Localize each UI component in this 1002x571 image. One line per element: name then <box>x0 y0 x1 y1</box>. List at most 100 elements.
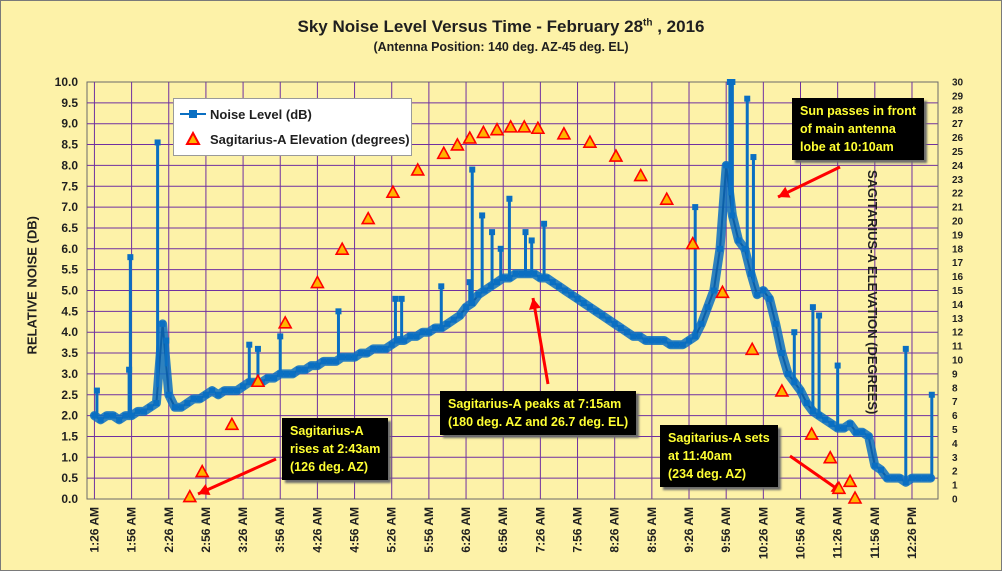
y-tick-label: 6.0 <box>61 242 78 256</box>
annotation-sun: Sun passes in front of main antenna lobe… <box>792 98 924 160</box>
noise-spike-point <box>522 229 529 236</box>
noise-point <box>822 416 829 423</box>
y2-tick-label: 22 <box>952 189 964 200</box>
noise-point <box>531 270 538 277</box>
noise-point <box>704 304 711 311</box>
noise-spike-point <box>750 154 757 161</box>
y2-tick-label: 23 <box>952 175 964 186</box>
noise-point <box>624 329 631 336</box>
elevation-point <box>715 284 730 299</box>
noise-point <box>184 400 191 407</box>
legend-item-noise: Noise Level (dB) <box>174 104 411 124</box>
noise-point <box>803 400 810 407</box>
noise-point <box>91 412 98 419</box>
noise-point <box>741 245 748 252</box>
noise-point <box>302 366 309 373</box>
noise-point <box>766 295 773 302</box>
noise-point <box>475 291 482 298</box>
y-tick-label: 5.0 <box>61 284 78 298</box>
noise-point <box>326 358 333 365</box>
x-tick-label: 4:56 AM <box>348 507 362 553</box>
noise-point <box>915 475 922 482</box>
elevation-point <box>822 450 838 464</box>
noise-point <box>772 320 779 327</box>
noise-point <box>103 412 110 419</box>
noise-spike-point <box>254 345 261 352</box>
elevation-point <box>462 130 478 144</box>
noise-point <box>271 375 278 382</box>
chart-subtitle: (Antenna Position: 140 deg. AZ-45 deg. E… <box>373 40 629 54</box>
noise-point <box>97 416 104 423</box>
annotation-arrowhead <box>778 186 791 198</box>
x-tick: 8:56 AM <box>645 507 659 553</box>
noise-point <box>586 304 593 311</box>
noise-point <box>419 329 426 336</box>
noise-point <box>524 270 531 277</box>
y2-tick-label: 20 <box>952 217 964 228</box>
annotation-arrowhead <box>528 298 541 310</box>
legend-swatch-elevation <box>185 130 201 145</box>
y-axis-title: RELATIVE NOISE (DB) <box>24 216 40 355</box>
noise-point <box>661 337 668 344</box>
noise-point <box>264 375 271 382</box>
noise-point <box>209 387 216 394</box>
noise-point <box>456 312 463 319</box>
noise-point <box>859 429 866 436</box>
noise-point <box>196 395 203 402</box>
noise-point <box>865 433 872 440</box>
noise-spike-point <box>93 387 100 394</box>
elevation-point <box>804 426 819 440</box>
noise-point <box>543 274 550 281</box>
y-tick-label: 5.5 <box>61 263 78 277</box>
noise-spike-point <box>816 312 823 319</box>
x-tick-label: 7:56 AM <box>571 507 585 553</box>
legend-swatch-noise <box>180 110 206 118</box>
noise-point <box>357 350 364 357</box>
elevation-point <box>774 383 790 397</box>
noise-point <box>760 287 767 294</box>
noise-point <box>295 366 302 373</box>
noise-point <box>562 287 569 294</box>
elevation-point <box>847 490 863 504</box>
noise-point <box>512 270 519 277</box>
noise-point <box>630 333 637 340</box>
noise-point <box>518 270 525 277</box>
x-tick: 12:26 PM <box>905 507 919 559</box>
noise-spike-point <box>466 279 473 286</box>
noise-point <box>190 395 197 402</box>
legend: Noise Level (dB) Sagitarius-A Elevation … <box>173 98 412 156</box>
x-tick: 5:26 AM <box>385 507 399 553</box>
noise-point <box>140 408 147 415</box>
noise-point <box>425 329 432 336</box>
noise-spike-point <box>277 333 284 340</box>
noise-level-series <box>89 79 936 487</box>
noise-point <box>840 425 847 432</box>
noise-point <box>667 341 674 348</box>
x-tick: 6:56 AM <box>496 507 510 553</box>
y-tick-label: 2.0 <box>61 409 78 423</box>
y2-tick-label: 13 <box>952 314 964 325</box>
x-tick-label: 6:26 AM <box>459 507 473 553</box>
noise-point <box>549 279 556 286</box>
noise-point <box>332 358 339 365</box>
annotation-arrows <box>197 165 844 496</box>
x-tick-label: 1:56 AM <box>125 507 139 553</box>
noise-point <box>202 391 209 398</box>
noise-point <box>710 287 717 294</box>
y2-tick-label: 7 <box>952 397 958 408</box>
noise-point <box>487 283 494 290</box>
y2-tick-label: 26 <box>952 133 964 144</box>
elevation-point <box>410 162 426 176</box>
y-tick-label: 7.5 <box>61 179 78 193</box>
noise-point <box>679 341 686 348</box>
noise-point <box>828 420 835 427</box>
annotation-peak: Sagitarius-A peaks at 7:15am (180 deg. A… <box>440 391 637 435</box>
y-tick-label: 3.0 <box>61 367 78 381</box>
noise-point <box>289 370 296 377</box>
noise-point <box>394 337 401 344</box>
elevation-point <box>556 126 572 140</box>
noise-point <box>593 308 600 315</box>
noise-spike-point <box>528 237 535 244</box>
x-tick-label: 11:26 AM <box>831 507 845 559</box>
noise-point <box>339 354 346 361</box>
